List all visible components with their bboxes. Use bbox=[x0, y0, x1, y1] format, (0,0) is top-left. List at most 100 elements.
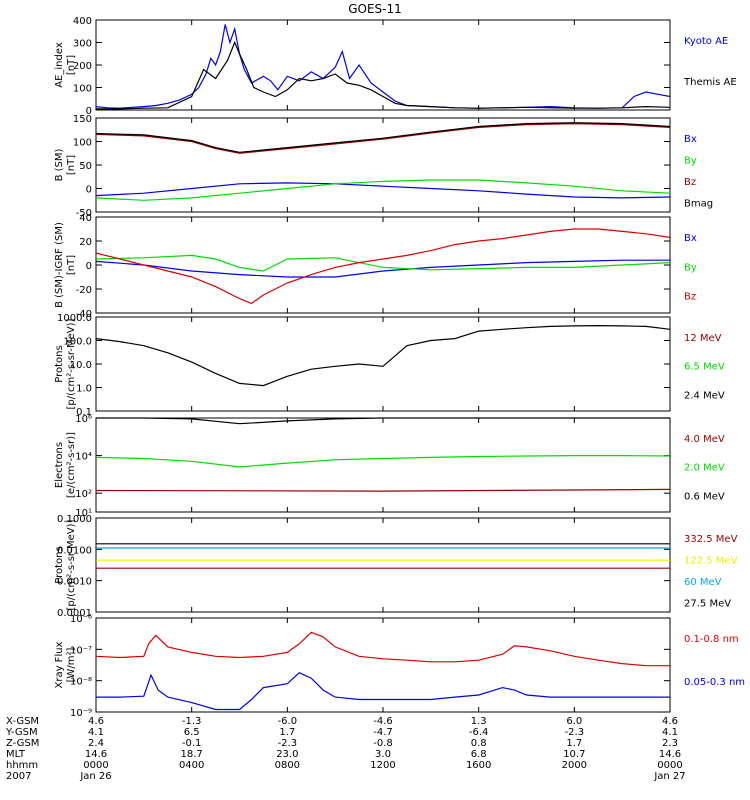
panel-ae: 0 100 200 300 400 AE_index [nT] Kyoto AE Themis … bbox=[54, 16, 737, 117]
legend-entry: By bbox=[684, 156, 697, 167]
legend-entry: 6.5 MeV bbox=[684, 362, 725, 373]
x-axis-value: 18.7 bbox=[181, 749, 203, 760]
x-axis-value: 6.0 bbox=[566, 716, 582, 727]
x-axis-value: 14.6 bbox=[85, 749, 107, 760]
y-tick-label: 20 bbox=[79, 237, 92, 248]
y-tick-label: 10⁶ bbox=[75, 414, 92, 425]
y-tick-label: -40 bbox=[76, 309, 92, 320]
series-line bbox=[95, 228, 671, 305]
chart-title: GOES-11 bbox=[348, 2, 402, 16]
x-axis-value: -0.8 bbox=[373, 738, 393, 749]
legend-entry: By bbox=[684, 262, 697, 273]
y-tick-label: 100.0 bbox=[63, 337, 92, 348]
y-tick-label: 1.0 bbox=[76, 384, 92, 395]
series-line bbox=[96, 40, 671, 110]
x-axis-value: 1600 bbox=[466, 760, 491, 771]
y-tick-label: 0.0001 bbox=[57, 608, 92, 619]
y-tick-label: 150 bbox=[73, 114, 92, 125]
y-tick-label: 400 bbox=[73, 16, 92, 27]
legend-entry: 2.0 MeV bbox=[684, 463, 725, 474]
y-tick-label: 0.0100 bbox=[57, 545, 92, 556]
y-axis-label: [nT] bbox=[66, 55, 77, 75]
y-tick-label: 1000.0 bbox=[57, 313, 92, 324]
x-axis-value: 0000 bbox=[83, 760, 108, 771]
x-axis-value: -6.4 bbox=[469, 727, 489, 738]
x-axis-value: 0000 bbox=[657, 760, 682, 771]
x-axis-value: 3.0 bbox=[375, 749, 391, 760]
y-tick-label: 0 bbox=[86, 261, 92, 272]
series-line bbox=[95, 254, 671, 272]
x-axis-value: 2000 bbox=[562, 760, 587, 771]
y-tick-label: 10⁴ bbox=[75, 452, 92, 463]
legend-entry: Bx bbox=[684, 233, 697, 244]
series-line bbox=[96, 671, 670, 711]
x-axis-value: 2.4 bbox=[88, 738, 104, 749]
y-tick-label: 0.1000 bbox=[57, 514, 92, 525]
x-axis-row-label: Y-GSM bbox=[5, 727, 38, 738]
x-axis-value: 0.8 bbox=[471, 738, 487, 749]
x-axis-row-label: 2007 bbox=[6, 771, 31, 782]
panel-electrons: 10¹ 10² 10⁴ 10⁶ Electrons [e/(cm²-s-sr)] 4.0 M… bbox=[54, 414, 725, 519]
x-axis-value: 10.7 bbox=[563, 749, 585, 760]
y-tick-label: 10⁻⁹ bbox=[70, 708, 92, 719]
y-axis-label: [p/(cm²-s-sr-MeV)] bbox=[66, 318, 77, 409]
series-line bbox=[95, 182, 671, 199]
y-axis-label: [nT] bbox=[66, 155, 77, 175]
y-axis-label: B (SM)-IGRF (SM) bbox=[54, 222, 65, 308]
x-axis-value: -1.3 bbox=[182, 716, 202, 727]
legend-entry: Bz bbox=[684, 292, 696, 303]
series-line bbox=[95, 259, 670, 278]
y-tick-label: 100 bbox=[73, 84, 92, 95]
x-axis-value: 4.1 bbox=[88, 727, 104, 738]
panel-frame bbox=[95, 517, 671, 613]
y-axis-label: Protons bbox=[54, 345, 65, 382]
series-line bbox=[95, 179, 671, 201]
y-tick-label: 0.1 bbox=[76, 407, 92, 418]
panel-db: -40 -20 0 20 40 B (SM)-IGRF (SM) [nT] Bx By Bz bbox=[54, 213, 697, 320]
y-axis-label: Xray Flux bbox=[54, 641, 65, 688]
legend-entry: 60 MeV bbox=[684, 577, 722, 588]
x-axis-value: 14.6 bbox=[659, 749, 681, 760]
y-tick-label: -50 bbox=[76, 208, 92, 219]
panel-b: -50 0 50 100 150 B (SM) [nT] Bx By Bz Bmag bbox=[54, 114, 713, 219]
y-tick-label: 300 bbox=[73, 39, 92, 50]
x-axis-value: 1200 bbox=[370, 760, 395, 771]
y-axis-label: [e/(cm²-s-sr)] bbox=[66, 432, 77, 498]
x-axis-value: -6.0 bbox=[278, 716, 298, 727]
x-axis-value: -2.3 bbox=[565, 727, 585, 738]
x-axis-value: Jan 27 bbox=[653, 771, 685, 782]
legend-entry: Bx bbox=[684, 134, 697, 145]
y-tick-label: 40 bbox=[79, 213, 92, 224]
legend-entry: 122.5 MeV bbox=[684, 556, 738, 567]
y-axis-label: [W/m²] bbox=[66, 647, 77, 682]
legend-entry: 2.4 MeV bbox=[684, 390, 725, 401]
x-axis-row-label: MLT bbox=[6, 749, 26, 760]
legend-entry: 27.5 MeV bbox=[684, 599, 731, 610]
legend-entry: Kyoto AE bbox=[684, 36, 728, 47]
series-line bbox=[95, 455, 671, 468]
panel-frame bbox=[95, 216, 671, 314]
y-tick-label: -20 bbox=[76, 285, 92, 296]
legend-entry: Bmag bbox=[684, 199, 713, 210]
x-axis-value: 6.5 bbox=[184, 727, 200, 738]
y-tick-label: 10⁻⁸ bbox=[70, 677, 92, 688]
x-axis-row-label: Z-GSM bbox=[6, 738, 39, 749]
series-line bbox=[95, 122, 671, 154]
x-axis-value: 4.1 bbox=[662, 727, 678, 738]
y-axis-label: B (SM) bbox=[54, 148, 65, 181]
x-axis-value: 6.8 bbox=[471, 749, 487, 760]
x-axis-row-label: hhmm bbox=[6, 760, 38, 771]
legend-entry: 332.5 MeV bbox=[684, 534, 738, 545]
x-axis-row-label: X-GSM bbox=[6, 716, 39, 727]
y-axis-label: AE_index bbox=[54, 42, 65, 88]
panel-frame bbox=[95, 316, 671, 412]
panel-frame bbox=[95, 417, 671, 513]
series-line bbox=[95, 24, 671, 109]
panel-frame bbox=[95, 617, 671, 713]
x-axis-value: 23.0 bbox=[276, 749, 298, 760]
series-line bbox=[95, 488, 671, 492]
y-tick-label: 10⁻⁶ bbox=[70, 614, 92, 625]
y-tick-label: 0 bbox=[86, 185, 92, 196]
y-tick-label: 10¹ bbox=[75, 508, 92, 519]
panel-protons_low: 0.1 1.0 10.0 100.0 1000.0 Protons [p/(cm²-s-sr… bbox=[54, 313, 725, 418]
